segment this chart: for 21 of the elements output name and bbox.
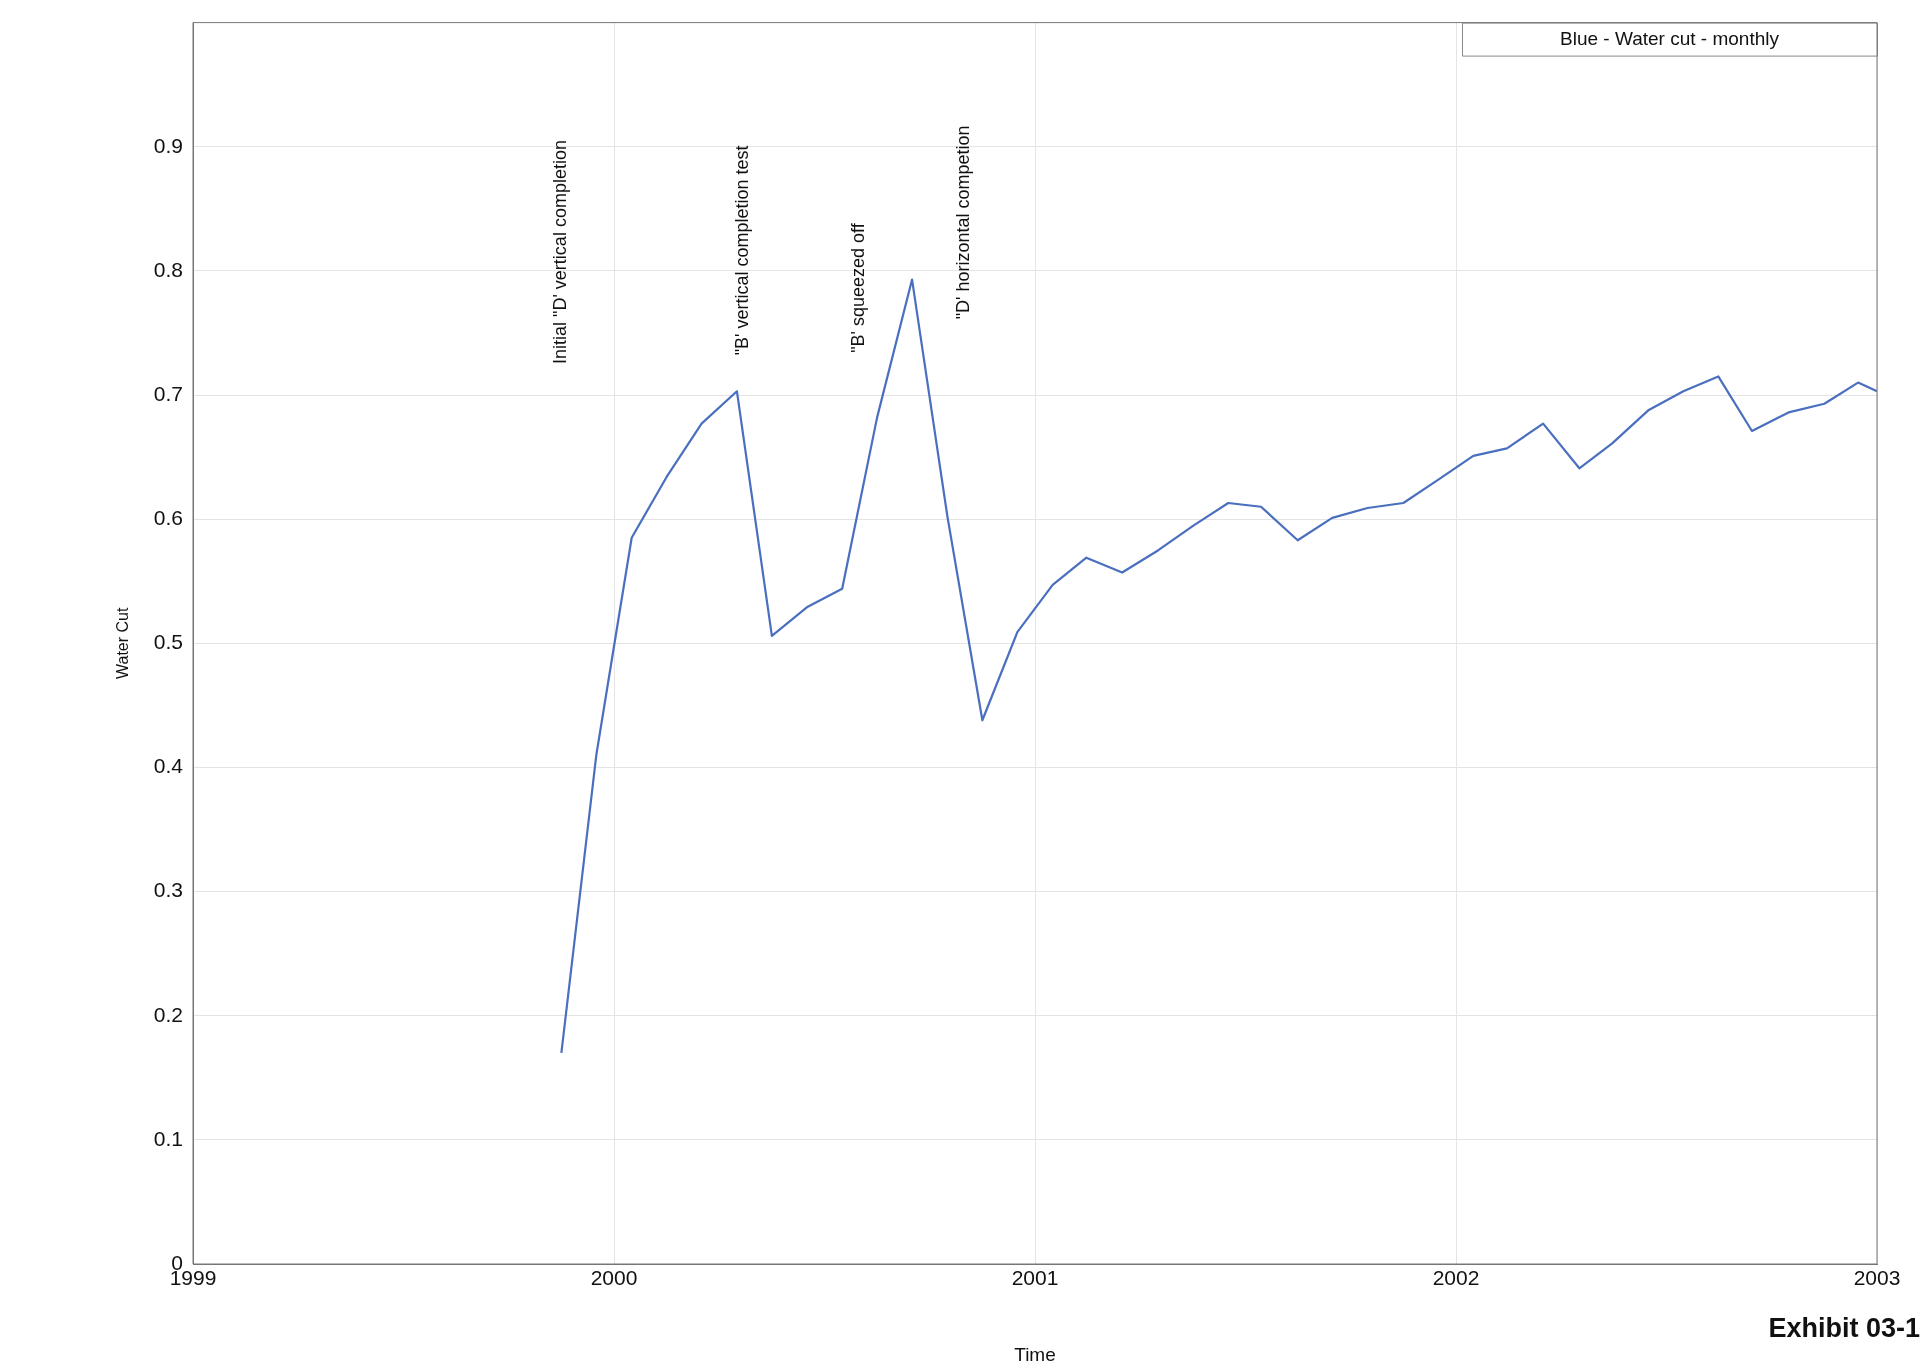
y-tick-label: 0.1 bbox=[153, 1126, 183, 1150]
y-tick-label: 0.7 bbox=[153, 381, 183, 405]
y-tick-label: 0.9 bbox=[153, 133, 183, 157]
y-axis-title: Water Cut bbox=[114, 607, 132, 680]
y-tick-label: 0.8 bbox=[153, 257, 183, 281]
x-tick-label: 2000 bbox=[590, 1266, 638, 1290]
annotation: "B' squeezed off bbox=[847, 222, 868, 353]
annotation: "D' horizontal competion bbox=[953, 125, 974, 320]
y-tick-label: 0.4 bbox=[153, 754, 184, 778]
annotation: "B' vertical completion test bbox=[731, 145, 752, 356]
x-axis-title: Time bbox=[1014, 1343, 1056, 1365]
text: Exhibit 03-1 bbox=[1768, 1313, 1920, 1344]
text: Blue - Water cut - monthly bbox=[1560, 28, 1780, 50]
y-tick-label: 0.5 bbox=[153, 630, 183, 654]
x-tick-label: 2001 bbox=[1011, 1266, 1059, 1290]
y-tick-label: 0.6 bbox=[153, 505, 183, 529]
annotation: Initial "D' vertical completion bbox=[549, 140, 570, 364]
y-tick-label: 0.3 bbox=[153, 878, 183, 902]
x-tick-label: 2002 bbox=[1432, 1266, 1480, 1290]
x-tick-label: 2003 bbox=[1853, 1266, 1901, 1290]
y-tick-label: 0.2 bbox=[153, 1002, 183, 1026]
